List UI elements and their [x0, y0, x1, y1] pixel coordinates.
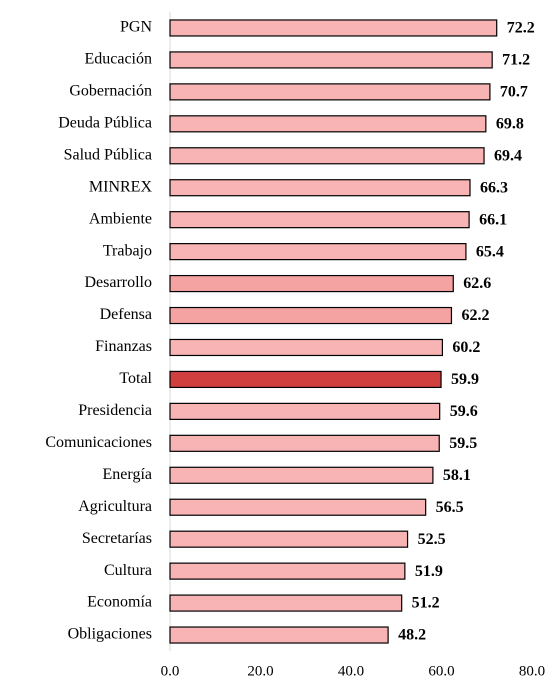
y-tick-label: Cultura: [104, 562, 152, 579]
data-label: 69.8: [496, 115, 524, 132]
y-tick-label: Comunicaciones: [45, 434, 152, 451]
data-label: 59.5: [449, 435, 477, 452]
x-tick-label: 60.0: [428, 663, 454, 679]
y-tick-label: MINREX: [89, 178, 153, 195]
bar: [169, 530, 409, 548]
y-tick-label: Defensa: [100, 306, 152, 323]
data-label: 52.5: [418, 531, 446, 548]
bar: [169, 211, 470, 229]
bar: [169, 274, 454, 293]
bar: [169, 434, 440, 452]
bar: [169, 179, 471, 197]
data-label: 51.2: [412, 595, 440, 612]
y-tick-label: Obligaciones: [68, 626, 152, 643]
y-tick-label: Deuda Pública: [58, 114, 152, 131]
y-tick-label: Desarrollo: [84, 274, 152, 291]
bar: [169, 243, 467, 261]
y-tick-label: Ambiente: [89, 210, 152, 227]
bar: [169, 594, 403, 612]
data-label: 59.6: [450, 403, 478, 420]
data-label: 51.9: [415, 563, 443, 580]
bar: [169, 498, 427, 516]
y-tick-label: PGN: [120, 19, 152, 36]
y-tick-label: Agricultura: [78, 498, 152, 515]
bar: [169, 51, 493, 69]
y-tick-label: Energía: [103, 466, 152, 483]
x-tick-label: 20.0: [247, 663, 273, 679]
y-tick-label: Trabajo: [103, 242, 152, 259]
data-label: 66.1: [479, 211, 507, 228]
y-tick-label: Economía: [87, 594, 152, 611]
y-tick-label: Finanzas: [95, 338, 152, 355]
bar: [169, 370, 442, 389]
bar: [169, 626, 389, 644]
y-tick-label: Educación: [84, 51, 152, 68]
data-label: 62.2: [461, 307, 489, 324]
bar: [169, 338, 444, 357]
data-label: 69.4: [494, 147, 522, 164]
y-tick-label: Presidencia: [78, 402, 152, 419]
y-tick-label: Total: [119, 370, 152, 387]
data-label: 71.2: [502, 52, 530, 69]
bar: [169, 115, 487, 133]
y-tick-label: Salud Pública: [64, 146, 152, 163]
data-label: 70.7: [500, 84, 528, 101]
bar: [169, 306, 453, 325]
bar: [169, 83, 491, 101]
data-label: 59.9: [451, 371, 479, 388]
bar: [169, 147, 485, 165]
y-tick-label: Secretarías: [82, 530, 152, 547]
bar: [169, 562, 406, 580]
bar: [169, 402, 441, 420]
data-label: 65.4: [476, 243, 504, 260]
data-label: 60.2: [452, 339, 480, 356]
x-tick-label: 80.0: [519, 663, 545, 679]
data-label: 56.5: [436, 499, 464, 516]
bar: [169, 19, 498, 37]
data-label: 66.3: [480, 179, 508, 196]
x-tick-label: 40.0: [338, 663, 364, 679]
data-label: 48.2: [398, 627, 426, 644]
x-tick-label: 0.0: [161, 663, 180, 679]
data-label: 72.2: [507, 20, 535, 37]
y-tick-label: Gobernación: [69, 83, 152, 100]
data-label: 58.1: [443, 467, 471, 484]
bar: [169, 466, 434, 484]
data-label: 62.6: [463, 275, 491, 292]
